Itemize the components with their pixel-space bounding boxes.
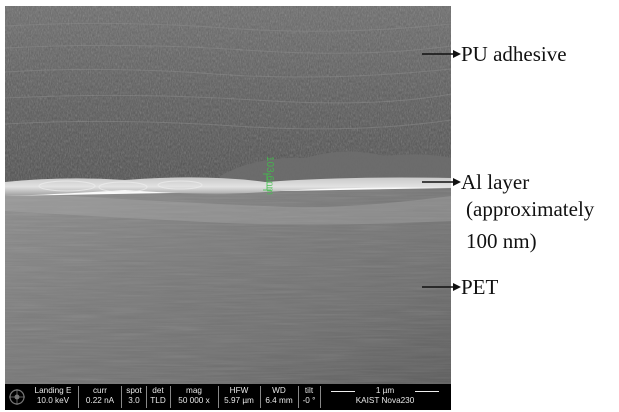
wd-header: WD — [272, 386, 286, 395]
measurement-text: 103.6nm — [264, 156, 275, 195]
arrow-right-icon — [422, 283, 461, 291]
databar-mag: mag 50 000 x — [171, 386, 217, 406]
fei-logo-icon — [9, 389, 25, 405]
label-pet: PET — [461, 275, 499, 299]
instrument-name: KAIST Nova230 — [355, 396, 415, 405]
al-edge-detail — [38, 180, 203, 193]
wd-value: 6.4 mm — [265, 396, 293, 405]
mag-header: mag — [186, 386, 202, 395]
scalebar-line-right — [415, 391, 439, 392]
databar-hfw: HFW 5.97 µm — [219, 386, 259, 406]
label-al-approx: (approximately — [466, 197, 595, 221]
databar-tilt: tilt -0 ° — [299, 386, 319, 406]
annotation-pu: PU adhesive — [421, 43, 567, 65]
label-al-thickness: 100 nm) — [466, 229, 537, 253]
arrow-right-icon — [422, 50, 461, 58]
pet-highlight — [5, 192, 451, 225]
annotation-al: Al layer — [421, 171, 529, 193]
tilt-value: -0 ° — [302, 396, 316, 405]
label-al-layer: Al layer — [461, 170, 530, 194]
sem-image — [5, 6, 451, 384]
pu-striations — [5, 22, 451, 130]
databar-separator — [78, 386, 79, 408]
databar-det: det TLD — [147, 386, 169, 406]
hfw-header: HFW — [229, 386, 249, 395]
curr-header: curr — [92, 386, 108, 395]
sem-databar: Landing E 10.0 keV curr 0.22 nA spot 3.0… — [5, 384, 451, 410]
scalebar-line-left — [331, 391, 355, 392]
scalebar: 1 µm — [323, 386, 447, 396]
landing-header: Landing E — [34, 386, 72, 395]
label-pu-adhesive: PU adhesive — [461, 42, 567, 66]
databar-separator — [146, 386, 147, 408]
databar-separator — [260, 386, 261, 408]
databar-separator — [121, 386, 122, 408]
scalebar-label: 1 µm — [375, 386, 395, 395]
pu-bump — [220, 151, 451, 184]
databar-separator — [170, 386, 171, 408]
databar-separator — [218, 386, 219, 408]
measurement-marker — [263, 173, 271, 191]
det-value: TLD — [150, 396, 166, 405]
databar-scale: 1 µm KAIST Nova230 — [323, 386, 447, 406]
databar-separator — [320, 386, 321, 408]
det-header: det — [152, 386, 164, 395]
databar-wd: WD 6.4 mm — [261, 386, 297, 406]
tilt-header: tilt — [304, 386, 314, 395]
annotation-pet: PET — [421, 276, 498, 298]
curr-value: 0.22 nA — [85, 396, 115, 405]
spot-value: 3.0 — [128, 396, 140, 405]
databar-landing: Landing E 10.0 keV — [29, 386, 77, 406]
mag-value: 50 000 x — [178, 396, 210, 405]
spot-header: spot — [126, 386, 142, 395]
sem-micrograph: 103.6nm — [5, 6, 451, 384]
pet-texture — [5, 188, 451, 384]
hfw-value: 5.97 µm — [224, 396, 254, 405]
databar-separator — [298, 386, 299, 408]
arrow-right-icon — [422, 178, 461, 186]
databar-spot: spot 3.0 — [123, 386, 145, 406]
landing-value: 10.0 keV — [36, 396, 70, 405]
databar-curr: curr 0.22 nA — [80, 386, 120, 406]
